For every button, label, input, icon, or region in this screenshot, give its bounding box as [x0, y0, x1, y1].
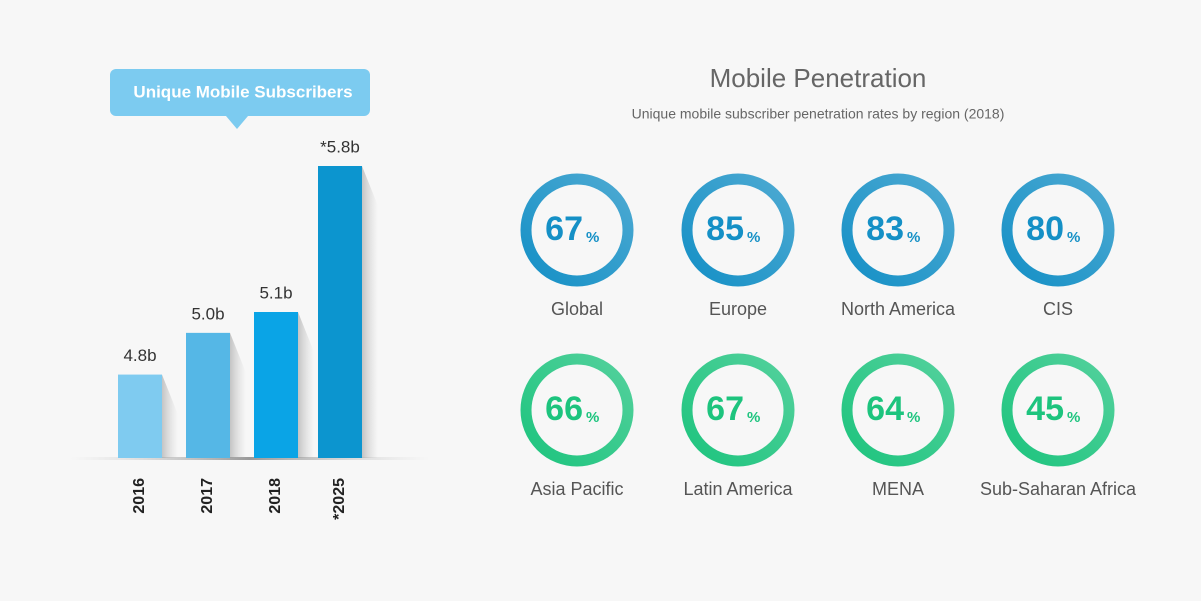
ring-unit: % [747, 229, 760, 246]
ring-unit: % [586, 229, 599, 246]
ring-label: North America [841, 299, 956, 319]
ring-unit: % [907, 229, 920, 246]
ring-chart-title: Mobile Penetration [710, 63, 927, 93]
ring [1001, 353, 1115, 467]
ring-label: Latin America [683, 479, 793, 499]
bubble-pointer [226, 116, 248, 129]
ring-label: MENA [872, 479, 924, 499]
bar-value-label: 5.1b [259, 283, 292, 302]
ring-value: 83 [866, 210, 904, 248]
bar-value-label: 4.8b [123, 346, 156, 365]
bar-shadow [362, 166, 378, 458]
bar-shadow [298, 312, 314, 458]
x-tick-label: *2025 [331, 478, 348, 520]
ring-unit: % [586, 409, 599, 426]
ring-value: 66 [545, 390, 583, 428]
ring-value: 45 [1026, 390, 1064, 428]
bar-value-label: *5.8b [320, 137, 360, 156]
ring-unit: % [1067, 229, 1080, 246]
ring-value: 64 [866, 390, 904, 428]
ring-chart-subtitle: Unique mobile subscriber penetration rat… [632, 106, 1005, 122]
ring [681, 353, 795, 467]
ring-label: Europe [709, 299, 767, 319]
bar [118, 374, 162, 458]
ring-label: Global [551, 299, 603, 319]
bar [186, 332, 230, 458]
bar-chart-title: Unique Mobile Subscribers [133, 82, 352, 101]
title-bubble [110, 69, 370, 116]
ring [1001, 173, 1115, 287]
baseline [70, 457, 430, 460]
ring-value: 67 [706, 390, 744, 428]
ring-value: 67 [545, 210, 583, 248]
bar [318, 166, 362, 458]
bar-value-label: 5.0b [191, 304, 224, 323]
ring [520, 173, 634, 287]
ring-label: CIS [1043, 299, 1073, 319]
ring [841, 173, 955, 287]
bar-shadow [230, 332, 246, 458]
ring-label: Asia Pacific [530, 479, 623, 499]
ring [841, 353, 955, 467]
ring-label: Sub-Saharan Africa [980, 479, 1137, 499]
ring-value: 80 [1026, 210, 1064, 248]
ring-unit: % [747, 409, 760, 426]
x-tick-label: 2017 [199, 478, 216, 514]
bar [254, 312, 298, 458]
bar-shadow [162, 374, 178, 458]
ring-unit: % [1067, 409, 1080, 426]
ring [520, 353, 634, 467]
x-tick-label: 2016 [131, 478, 148, 514]
ring-value: 85 [706, 210, 744, 248]
ring [681, 173, 795, 287]
x-tick-label: 2018 [267, 478, 284, 514]
ring-unit: % [907, 409, 920, 426]
